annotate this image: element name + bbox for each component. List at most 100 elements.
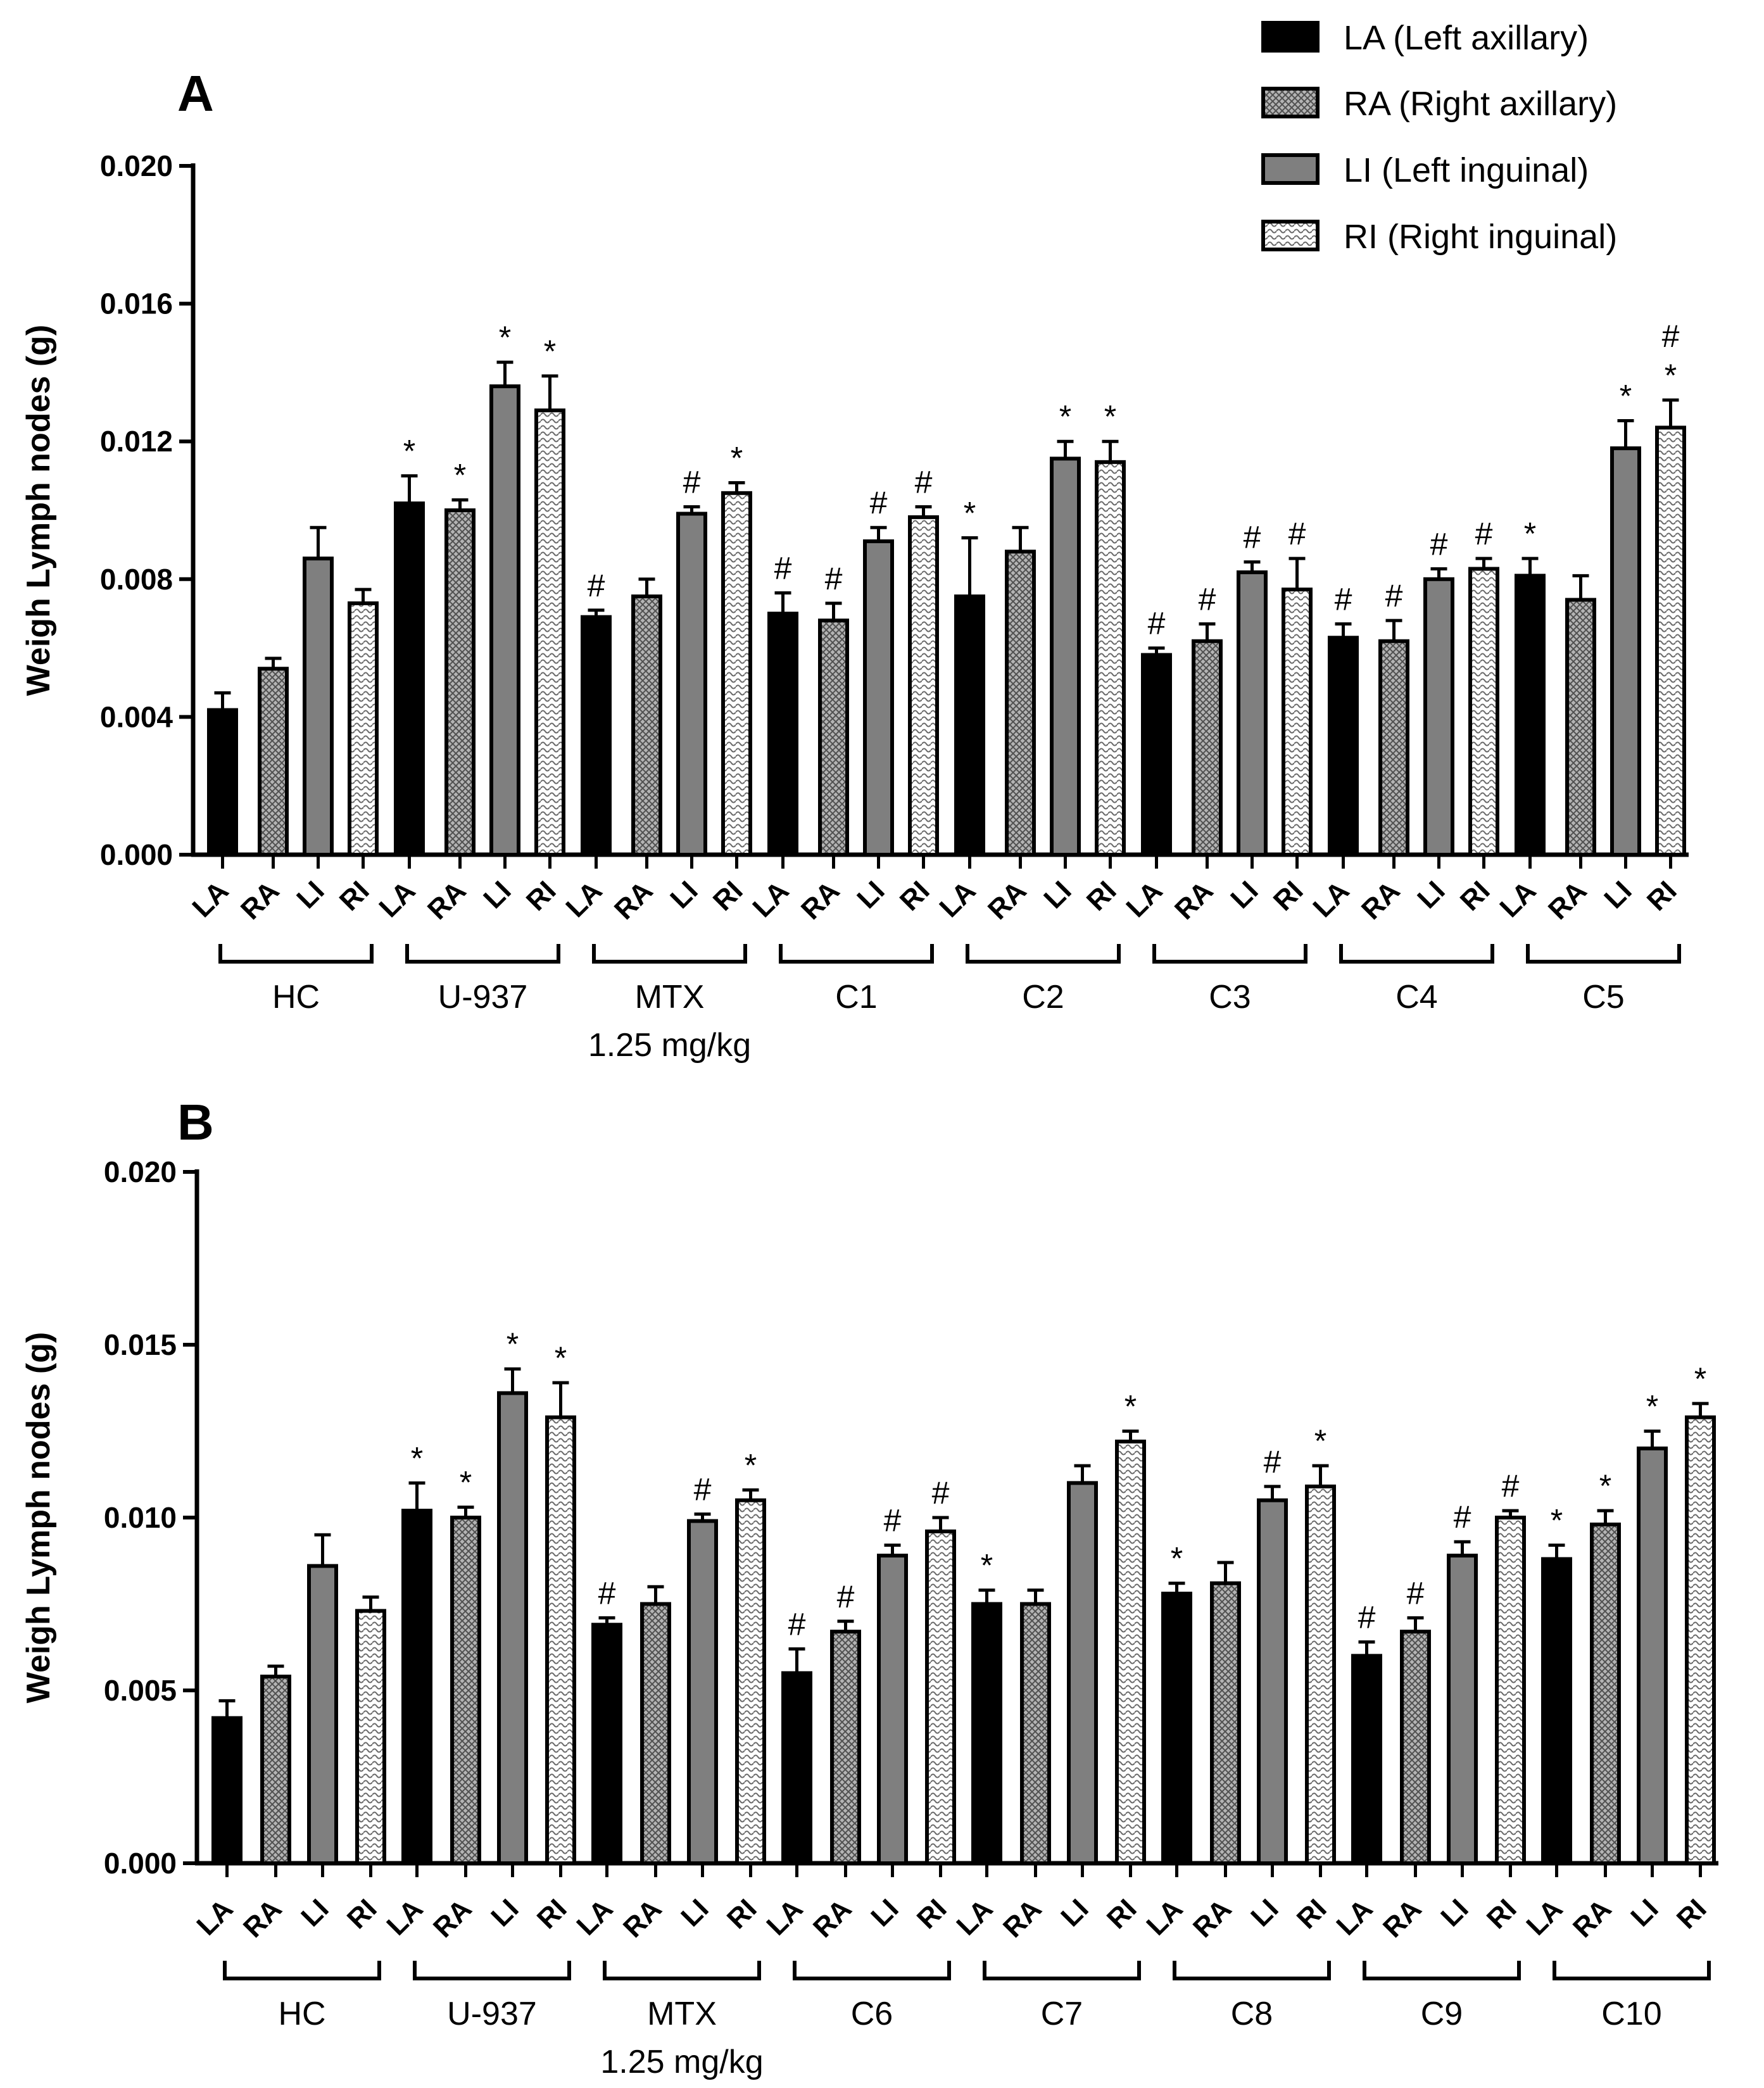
x-tick-label: RI	[531, 1893, 573, 1935]
bar	[260, 1675, 291, 1865]
bar	[534, 408, 565, 857]
legend-label-la: LA (Left axillary)	[1344, 19, 1589, 57]
bar	[1378, 639, 1409, 857]
significance-mark: #	[1358, 1600, 1376, 1635]
x-tick-label: LA	[381, 1893, 429, 1941]
significance-mark: #	[683, 465, 701, 500]
x-tick-label: LI	[1411, 875, 1451, 914]
x-tick-label: RI	[1101, 1893, 1143, 1935]
significance-mark: *	[460, 1465, 472, 1500]
bar	[640, 1602, 671, 1865]
panel-label: B	[177, 1094, 214, 1150]
x-tick-label: LI	[675, 1893, 714, 1932]
significance-mark: *	[1524, 516, 1536, 551]
x-tick-label: RI	[341, 1893, 383, 1935]
x-tick-label: RI	[894, 875, 936, 917]
significance-mark: *	[411, 1440, 423, 1476]
significance-mark: #	[1385, 578, 1403, 613]
x-tick-label: RI	[1671, 1893, 1713, 1935]
group-label: C3	[1209, 979, 1251, 1016]
x-tick-label: LA	[1330, 1893, 1378, 1941]
bar	[1067, 1481, 1098, 1865]
bar	[1257, 1498, 1288, 1865]
group-label: C1	[835, 979, 877, 1016]
x-tick-label: LI	[865, 1893, 904, 1932]
y-tick-label: 0.004	[100, 700, 173, 733]
x-tick-label: LA	[1120, 875, 1168, 923]
group-bracket	[1363, 1961, 1521, 1980]
group-bracket	[1339, 944, 1494, 964]
bar	[863, 539, 894, 857]
x-tick-label: RA	[1187, 1893, 1238, 1944]
significance-mark: *	[1599, 1468, 1611, 1504]
bar	[1192, 639, 1223, 857]
bar	[631, 594, 662, 857]
significance-mark: #	[788, 1606, 806, 1642]
significance-mark: *	[731, 440, 743, 475]
legend-label-ri: RI (Right inguinal)	[1344, 218, 1617, 256]
bar	[676, 512, 707, 857]
x-tick-label: RA	[795, 875, 846, 926]
bar	[1541, 1557, 1572, 1866]
bar	[1400, 1630, 1431, 1865]
significance-mark: *	[981, 1548, 993, 1583]
x-tick-label: RA	[997, 1893, 1048, 1944]
group-label: C5	[1582, 979, 1624, 1016]
bar	[355, 1609, 386, 1865]
significance-mark: *	[499, 320, 511, 355]
x-tick-label: LI	[1225, 875, 1264, 914]
bar	[489, 384, 520, 857]
x-tick-label: LA	[186, 875, 234, 923]
x-tick-label: LI	[485, 1893, 524, 1932]
group-label: HC	[278, 1996, 325, 2032]
significance-mark: #	[1199, 582, 1216, 617]
x-tick-label: LI	[1625, 1893, 1664, 1932]
x-tick-label: RI	[1481, 1893, 1523, 1935]
x-tick-label: LI	[291, 875, 330, 914]
legend-label-li: LI (Left inguinal)	[1344, 151, 1589, 189]
bar	[497, 1391, 528, 1865]
bar	[781, 1671, 812, 1865]
x-tick-label: RA	[422, 875, 472, 926]
x-tick-label: LA	[191, 1893, 239, 1941]
group-bracket	[1173, 1961, 1331, 1980]
group-bracket	[1553, 1961, 1711, 1980]
group-label: C6	[851, 1996, 893, 2032]
group-label: C10	[1601, 1996, 1661, 2032]
bar	[207, 708, 238, 857]
bar	[307, 1564, 338, 1865]
legend-label-ra: RA (Right axillary)	[1344, 85, 1617, 123]
legend-swatch-li	[1261, 153, 1320, 185]
x-tick-label: LI	[851, 875, 890, 914]
significance-mark: *	[454, 458, 466, 493]
significance-mark: #	[1475, 516, 1493, 551]
significance-mark: #	[1335, 582, 1352, 617]
x-tick-label: RA	[982, 875, 1033, 926]
x-tick-label: RI	[1454, 875, 1496, 917]
significance-mark: #	[1662, 318, 1680, 354]
bar	[1282, 588, 1313, 857]
bar	[1468, 567, 1499, 857]
group-bracket	[983, 1961, 1141, 1980]
bar	[591, 1623, 622, 1865]
x-tick-label: LA	[1520, 1893, 1568, 1941]
bar	[767, 612, 798, 857]
significance-mark: #	[1264, 1444, 1282, 1480]
x-tick-label: LA	[1494, 875, 1542, 923]
significance-mark: *	[1665, 358, 1677, 393]
bar	[1237, 570, 1268, 857]
bar	[581, 615, 612, 857]
bar	[1161, 1592, 1192, 1866]
bar	[258, 667, 289, 857]
y-tick-label: 0.008	[100, 563, 173, 596]
x-tick-label: RI	[1081, 875, 1123, 917]
x-tick-label: RA	[1356, 875, 1406, 926]
group-label: C8	[1231, 1996, 1273, 2032]
x-tick-label: LA	[747, 875, 795, 923]
x-tick-label: RA	[617, 1893, 668, 1944]
x-tick-label: LI	[477, 875, 517, 914]
significance-mark: *	[544, 334, 556, 369]
significance-mark: #	[1430, 526, 1448, 562]
bar	[925, 1529, 956, 1866]
significance-mark: *	[1171, 1541, 1183, 1576]
